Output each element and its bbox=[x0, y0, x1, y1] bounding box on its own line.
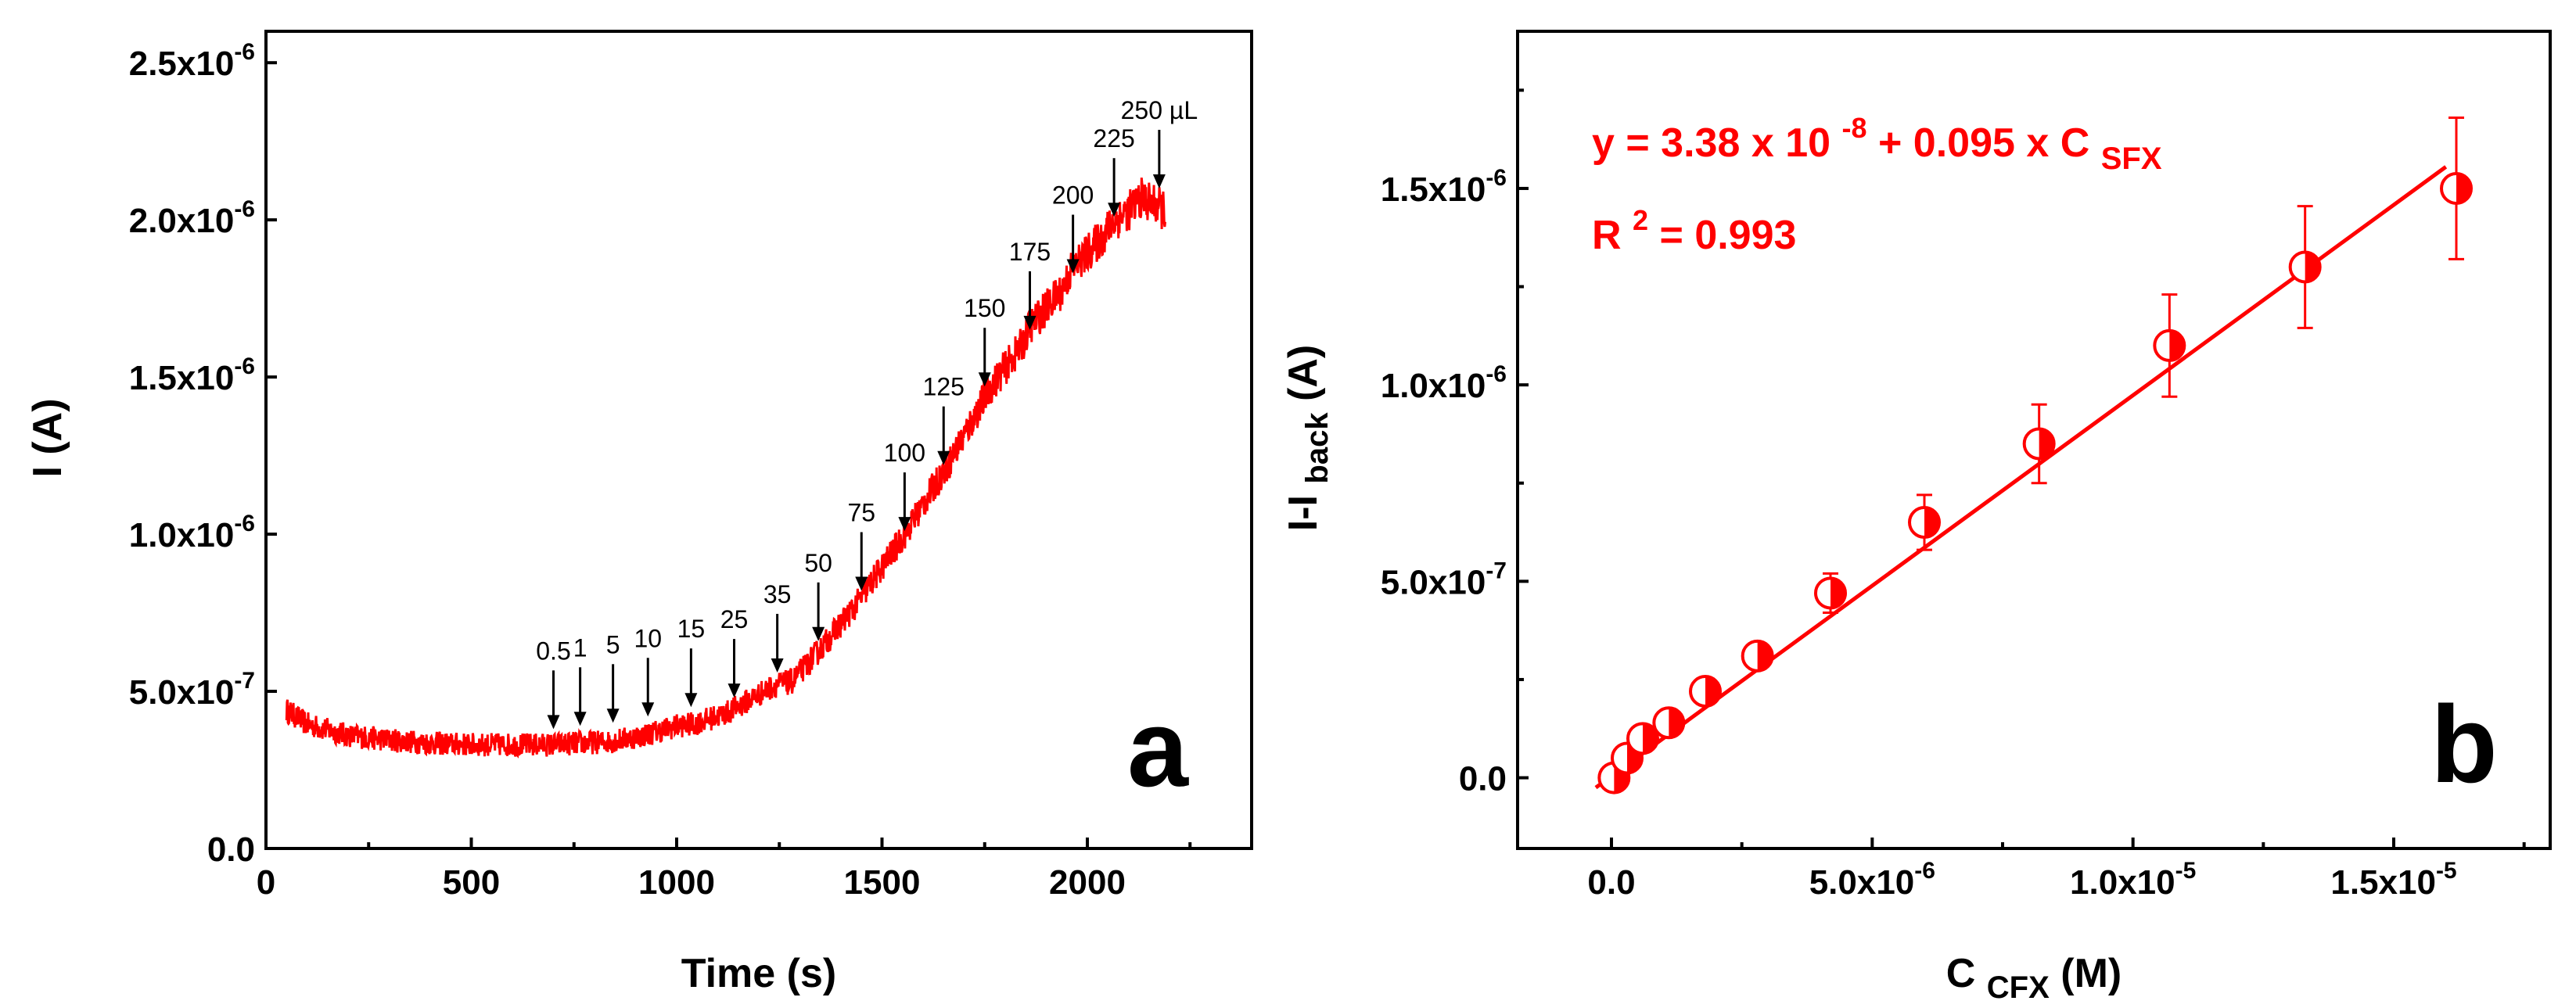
x-label-main: C bbox=[1946, 951, 1976, 996]
x-label-sub: CFX bbox=[1987, 970, 2050, 1005]
injection-volume-label: 175 bbox=[1009, 238, 1051, 266]
data-point bbox=[1689, 675, 1722, 708]
panel-a: 0 500 1000 1500 2000 0.0 5.0x10-7 1.0x10-6 1.5x… bbox=[25, 30, 1253, 996]
injection-volume-label: 100 bbox=[884, 439, 925, 467]
injection-volume-label: 150 bbox=[964, 294, 1005, 322]
injection-volume-label: 225 bbox=[1093, 124, 1134, 152]
panel-a-y-tick-label: 1.0x10-6 bbox=[129, 511, 255, 554]
panel-b-x-tick-label: 1.5x10-5 bbox=[2330, 858, 2456, 902]
injection-arrow-head bbox=[771, 658, 784, 673]
injection-arrow-head bbox=[978, 372, 991, 387]
injection-arrow-head bbox=[898, 517, 911, 532]
panel-a-x-axis-label: Time (s) bbox=[681, 951, 836, 996]
panel-b-x-axis-label: C CFX (M) bbox=[1946, 951, 2122, 1007]
y-label-unit: (A) bbox=[1281, 345, 1326, 401]
injection-arrow-head bbox=[684, 693, 698, 708]
data-point bbox=[2440, 171, 2473, 205]
injection-volume-label: 35 bbox=[763, 580, 792, 608]
panel-b-y-axis-label: I-I back (A) bbox=[1281, 345, 1337, 531]
panel-a-y-ticks: 0.0 5.0x10-7 1.0x10-6 1.5x10-6 2.0x10-6 2.5x1… bbox=[129, 39, 277, 869]
injection-arrow-head bbox=[1152, 174, 1166, 189]
panel-b-y-tick-label: 5.0x10-7 bbox=[1381, 558, 1507, 601]
injection-volume-label: 200 bbox=[1052, 181, 1094, 210]
equation-prefix: y = 3.38 x 10 bbox=[1592, 120, 1831, 166]
panel-a-x-tick-label: 1000 bbox=[638, 863, 715, 902]
panel-b-x-tick-label: 0.0 bbox=[1587, 863, 1635, 902]
equation-subscript: SFX bbox=[2101, 142, 2162, 176]
panel-a-y-tick-label: 2.5x10-6 bbox=[129, 39, 255, 83]
injection-arrow-head bbox=[1108, 203, 1121, 217]
panel-a-x-tick-label: 0 bbox=[257, 863, 275, 902]
panel-b-letter: b bbox=[2430, 683, 2498, 805]
injection-arrow-head bbox=[812, 626, 825, 641]
data-point bbox=[2153, 328, 2186, 362]
panel-a-y-tick-label: 2.0x10-6 bbox=[129, 196, 255, 240]
panel-b-x-tick-label: 5.0x10-6 bbox=[1809, 858, 1935, 902]
injection-volume-label: 1 bbox=[573, 633, 587, 662]
panel-b-equation: y = 3.38 x 10 -8 + 0.095 x C SFX bbox=[1592, 102, 2162, 176]
panel-b-y-tick-label: 0.0 bbox=[1459, 760, 1507, 798]
data-point bbox=[1626, 722, 1659, 755]
panel-b-r-squared: R 2 = 0.993 bbox=[1592, 194, 1796, 258]
data-point bbox=[2022, 427, 2056, 461]
x-label-unit: (M) bbox=[2060, 951, 2122, 996]
injection-arrow-head bbox=[547, 715, 560, 730]
injection-arrow-head bbox=[606, 708, 620, 723]
r-squared-exponent: 2 bbox=[1633, 204, 1648, 236]
injection-volume-label: 25 bbox=[720, 605, 749, 633]
panel-b-x-tick-label: 1.0x10-5 bbox=[2070, 858, 2196, 902]
injection-volume-label: 15 bbox=[677, 615, 706, 643]
injection-volume-label: 75 bbox=[847, 498, 875, 526]
injection-volume-label: 5 bbox=[606, 630, 620, 658]
panel-a-frame bbox=[264, 30, 1253, 850]
data-point bbox=[1741, 639, 1774, 673]
r-squared-prefix: R bbox=[1592, 213, 1622, 258]
data-point bbox=[1814, 576, 1847, 610]
injection-arrow-head bbox=[1023, 315, 1037, 330]
injection-arrow-head bbox=[855, 576, 868, 591]
equation-middle: + 0.095 x C bbox=[1878, 120, 2089, 166]
panel-b-x-ticks: 0.0 5.0x10-6 1.0x10-5 1.5x10-5 bbox=[1587, 838, 2526, 902]
injection-arrow-head bbox=[728, 683, 741, 698]
panel-a-y-tick-label: 5.0x10-7 bbox=[129, 668, 255, 712]
data-point bbox=[1652, 706, 1686, 740]
panel-a-x-ticks: 0 500 1000 1500 2000 bbox=[257, 838, 1192, 902]
injection-arrow-head bbox=[573, 712, 587, 726]
panel-b: 0.0 5.0x10-6 1.0x10-5 1.5x10-5 0.0 5.0x10-7 1… bbox=[1281, 30, 2552, 1007]
data-point bbox=[1908, 506, 1941, 540]
panel-b-points bbox=[1597, 117, 2473, 795]
panel-b-y-tick-label: 1.0x10-6 bbox=[1381, 361, 1507, 405]
panel-a-current-trace bbox=[285, 178, 1166, 759]
panel-a-letter: a bbox=[1127, 687, 1189, 809]
panel-a-x-tick-label: 2000 bbox=[1049, 863, 1126, 902]
panel-b-frame bbox=[1516, 30, 2552, 850]
injection-volume-label: 10 bbox=[634, 624, 662, 652]
panel-a-y-tick-label: 1.5x10-6 bbox=[129, 353, 255, 397]
panel-a-y-axis-label: I (A) bbox=[25, 398, 70, 477]
injection-volume-label: 0.5 bbox=[536, 637, 570, 665]
y-label-main: I-I bbox=[1281, 495, 1326, 531]
r-squared-value: = 0.993 bbox=[1660, 213, 1797, 258]
injection-volume-label: 50 bbox=[804, 549, 832, 577]
panel-a-x-tick-label: 500 bbox=[443, 863, 500, 902]
panel-a-y-tick-label: 0.0 bbox=[207, 830, 255, 869]
data-point bbox=[2288, 250, 2322, 284]
injection-volume-label: 125 bbox=[923, 373, 965, 401]
y-label-sub: back bbox=[1300, 412, 1335, 484]
equation-exponent: -8 bbox=[1842, 112, 1867, 144]
injection-arrow-head bbox=[641, 702, 655, 717]
panel-b-y-ticks: 0.0 5.0x10-7 1.0x10-6 1.5x10-6 bbox=[1381, 88, 1529, 798]
injection-arrow-head bbox=[937, 450, 950, 465]
injection-arrow-head bbox=[1066, 259, 1080, 274]
injection-volume-label: 250 µL bbox=[1121, 96, 1198, 124]
panel-b-y-tick-label: 1.5x10-6 bbox=[1381, 165, 1507, 209]
panel-a-x-tick-label: 1500 bbox=[844, 863, 921, 902]
